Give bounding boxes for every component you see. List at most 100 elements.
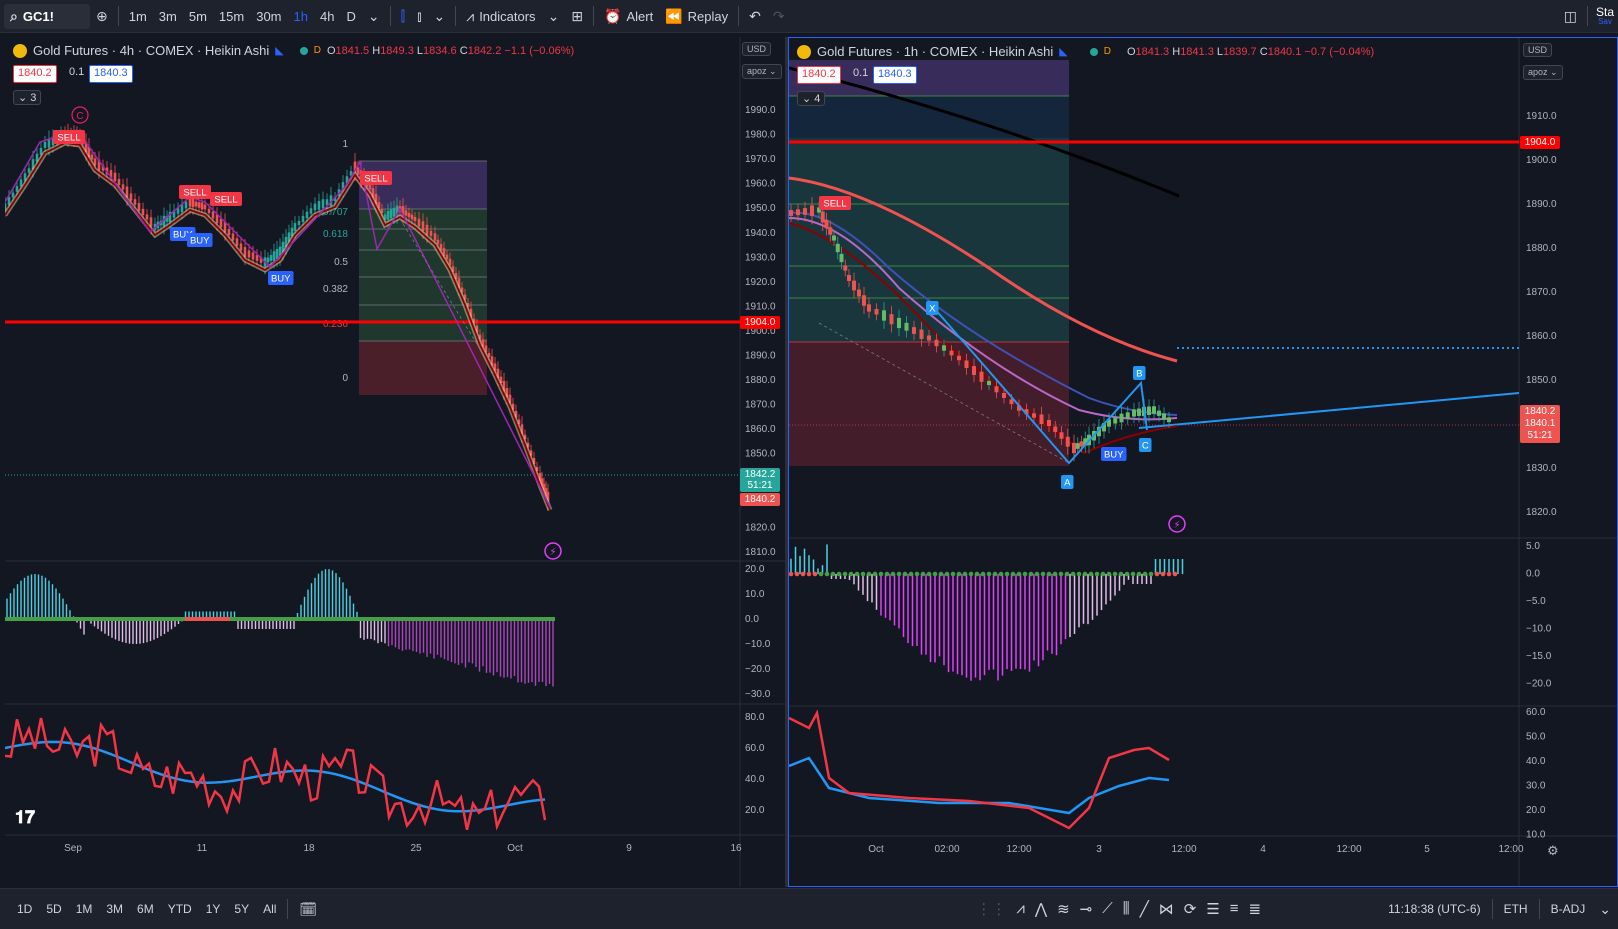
left-buy-button[interactable]: 1840.3 — [89, 65, 133, 83]
time-axis-label: 4 — [1260, 844, 1266, 855]
more-options-button[interactable]: ⌄ — [1592, 902, 1618, 917]
left-scale-mode-button[interactable]: apoz ⌄ — [742, 64, 782, 79]
right-scale-mode-button[interactable]: apoz ⌄ — [1523, 65, 1563, 80]
interval-1m[interactable]: 1m — [128, 8, 147, 24]
interval-30m[interactable]: 30m — [256, 8, 282, 24]
interval-5m[interactable]: 5m — [188, 8, 207, 24]
candle-body — [460, 287, 464, 293]
undo-button[interactable]: ↶ — [743, 0, 767, 33]
range-All[interactable]: All — [263, 902, 277, 916]
interval-15m[interactable]: 15m — [218, 8, 245, 24]
candle-body — [1083, 438, 1088, 446]
right-currency-button[interactable]: USD — [1523, 43, 1553, 57]
rsi-tick-label: 60.0 — [745, 743, 765, 754]
candle-body — [305, 211, 309, 219]
fullscreen-button[interactable]: ◫ — [1558, 0, 1583, 33]
indicators-dropdown[interactable]: ⌄ — [542, 0, 566, 33]
left-collapse-indicators[interactable]: ⌄ 3 — [13, 90, 42, 105]
left-chart-pane[interactable]: 1990.0 1980.0 1970.0 1960.0 1950.0 1940.0 1930… — [5, 37, 785, 887]
right-sell-button[interactable]: 1840.2 — [797, 66, 841, 84]
layout-button[interactable]: ⊞ — [565, 0, 589, 33]
candle-body — [383, 214, 387, 220]
fib-extension-icon[interactable]: ≡ — [1229, 900, 1239, 917]
range-6M[interactable]: 6M — [137, 902, 154, 916]
right-buy-button[interactable]: 1840.3 — [873, 66, 917, 84]
chart-type-dropdown[interactable]: ⌄ — [428, 0, 452, 33]
left-last-price-tag: 1842.2 51:21 — [740, 468, 780, 492]
signal-buy: BUY — [1104, 450, 1124, 461]
candle-body — [529, 450, 533, 456]
right-chart-canvas[interactable]: 1910.0 1900.0 1890.0 1880.0 1870.0 1860.0 1850… — [789, 38, 1617, 886]
abcd-pattern-icon[interactable]: ⋀ — [1034, 901, 1048, 918]
left-ohlc: O1841.5 H1849.3 L1834.6 C1842.2 −1.1 (−0… — [326, 44, 575, 57]
candle-body — [469, 308, 473, 318]
ma-line — [5, 142, 551, 511]
interval-1h[interactable]: 1h — [293, 8, 308, 24]
macd-signal-dot — [950, 571, 956, 577]
candle-body — [137, 203, 141, 211]
drag-handle-icon[interactable]: ⋮⋮ — [976, 901, 1007, 918]
trend-line-icon[interactable]: ╱ — [1139, 901, 1149, 918]
candle-body — [535, 466, 539, 472]
alert-button[interactable]: ⏰ Alert — [598, 0, 659, 33]
macd-signal-dot — [896, 571, 902, 577]
channel-icon[interactable]: ≋ — [1057, 901, 1070, 918]
rsi-blue-line — [5, 740, 546, 813]
curve-icon[interactable]: ⟳ — [1183, 901, 1197, 918]
range-1D[interactable]: 1D — [17, 902, 33, 916]
redo-button[interactable]: ↷ — [767, 0, 791, 33]
chart-divider[interactable] — [785, 37, 788, 887]
bar-type-button[interactable]: ⫾ — [411, 0, 427, 33]
goto-date-button[interactable]: 🗓 — [292, 902, 324, 917]
symbol-search[interactable]: ⌕ GC1! — [4, 3, 90, 29]
long-position-icon[interactable]: ⫼ — [1122, 900, 1130, 917]
candle-body — [19, 179, 23, 187]
clock-label[interactable]: 11:18:38 (UTC-6) — [1388, 902, 1481, 916]
range-5Y[interactable]: 5Y — [234, 902, 250, 916]
indicators-button[interactable]: ⩘ Indicators — [460, 0, 541, 33]
interval-dropdown[interactable]: ⌄ — [362, 0, 386, 33]
horizontal-line-icon[interactable]: ⊸ — [1079, 901, 1093, 918]
right-level-tag: 1904.0 — [1520, 136, 1560, 149]
session-button[interactable]: ETH — [1503, 902, 1528, 916]
macd-signal-dot — [1034, 571, 1040, 577]
right-chart-pane[interactable]: 1910.0 1900.0 1890.0 1880.0 1870.0 1860.0 1850… — [788, 37, 1618, 887]
ray-icon[interactable]: ⟋ — [1102, 900, 1113, 917]
left-currency-button[interactable]: USD — [742, 42, 772, 56]
candle-body — [862, 295, 866, 306]
signal-buy: BUY — [173, 230, 193, 241]
price-tick-label: 1910.0 — [745, 301, 776, 312]
adjustment-button[interactable]: B-ADJ — [1550, 902, 1586, 916]
rewind-icon: ⏪ — [665, 8, 683, 24]
range-3M[interactable]: 3M — [106, 902, 124, 916]
left-sell-button[interactable]: 1840.2 — [13, 65, 57, 83]
range-1Y[interactable]: 1Y — [205, 902, 221, 916]
left-chart-canvas[interactable]: 1990.01980.01970.01960.01950.01940.01930… — [5, 37, 785, 887]
range-1M[interactable]: 1M — [75, 902, 93, 916]
candle-type-button[interactable]: ⫿ — [395, 0, 411, 33]
replay-button[interactable]: ⏪ Replay — [659, 0, 734, 33]
interval-3m[interactable]: 3m — [158, 8, 177, 24]
compare-symbol-button[interactable]: ⊕ — [90, 0, 114, 33]
menu-icon[interactable]: ≣ — [1248, 901, 1262, 918]
settings-gear-icon[interactable]: ⚙ — [1547, 843, 1559, 858]
time-axis-label: 12:00 — [1336, 844, 1361, 855]
macd-signal-dot — [926, 571, 932, 577]
candle-body — [803, 208, 807, 215]
fib-retracement-icon[interactable]: ☰ — [1206, 901, 1220, 918]
range-YTD[interactable]: YTD — [167, 902, 192, 916]
xabcd-pattern-icon[interactable]: ⩘ — [1016, 900, 1025, 917]
save-button[interactable]: Sta Sav — [1592, 0, 1618, 33]
candle-body — [540, 478, 544, 486]
range-5D[interactable]: 5D — [46, 902, 62, 916]
candle-body — [191, 198, 195, 208]
left-change: −1.1 (−0.06%) — [504, 44, 575, 57]
pattern-icon[interactable]: ⋈ — [1158, 901, 1174, 918]
right-collapse-indicators[interactable]: ⌄ 4 — [797, 91, 826, 106]
interval-4h[interactable]: 4h — [319, 8, 335, 24]
candle-body — [904, 322, 909, 331]
macd-signal-dot — [944, 571, 950, 577]
rsi-blue-line — [789, 756, 1170, 815]
candle-body — [259, 257, 263, 263]
interval-D[interactable]: D — [346, 8, 356, 24]
